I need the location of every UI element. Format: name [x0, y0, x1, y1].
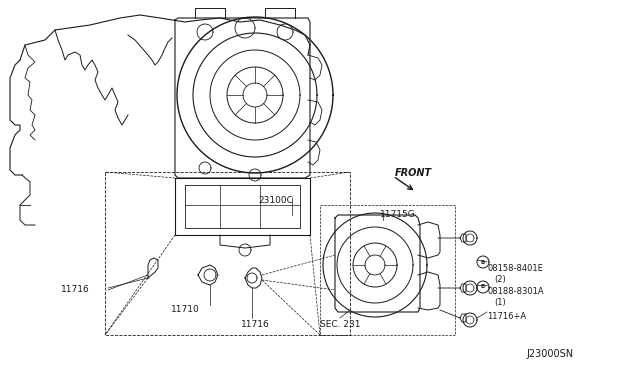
Text: SEC. 231: SEC. 231: [320, 320, 360, 329]
Text: (1): (1): [494, 298, 506, 307]
Text: 11716+A: 11716+A: [487, 312, 526, 321]
Text: B: B: [481, 285, 485, 289]
Text: 08158-8401E: 08158-8401E: [487, 264, 543, 273]
Text: 11716: 11716: [241, 320, 269, 329]
Text: B: B: [481, 260, 485, 264]
Text: 11710: 11710: [171, 305, 200, 314]
Text: (2): (2): [494, 275, 506, 284]
Text: 11716: 11716: [61, 285, 90, 294]
Text: 11715G: 11715G: [380, 210, 416, 219]
Text: 23100C: 23100C: [258, 196, 293, 205]
Text: FRONT: FRONT: [395, 168, 432, 178]
Text: 08188-8301A: 08188-8301A: [487, 287, 543, 296]
Text: J23000SN: J23000SN: [527, 349, 574, 359]
